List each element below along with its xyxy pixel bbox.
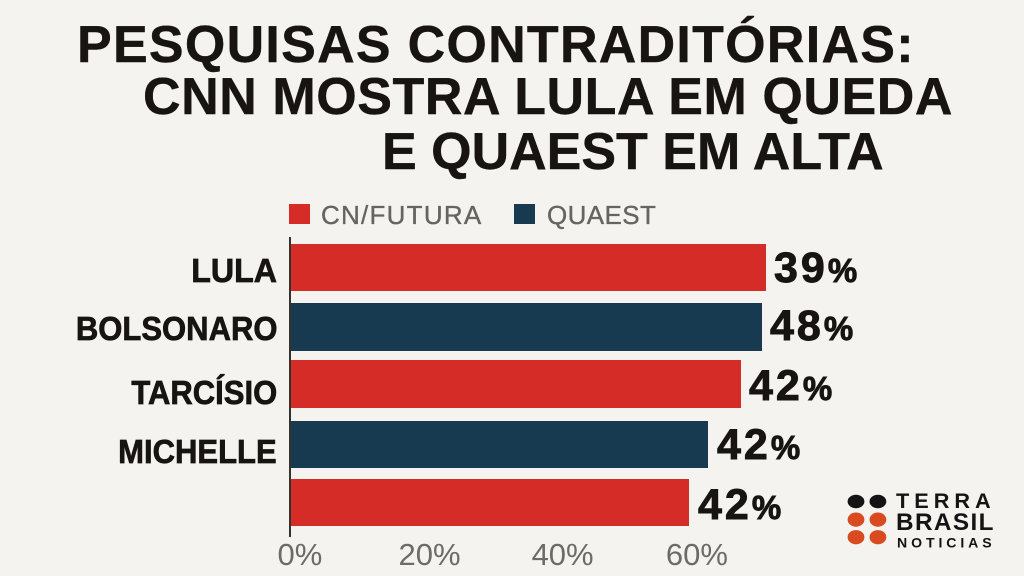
svg-text:BRASIL: BRASIL (896, 509, 995, 536)
svg-text:TERRA: TERRA (896, 488, 996, 513)
svg-text:NOTICIAS: NOTICIAS (897, 535, 996, 551)
